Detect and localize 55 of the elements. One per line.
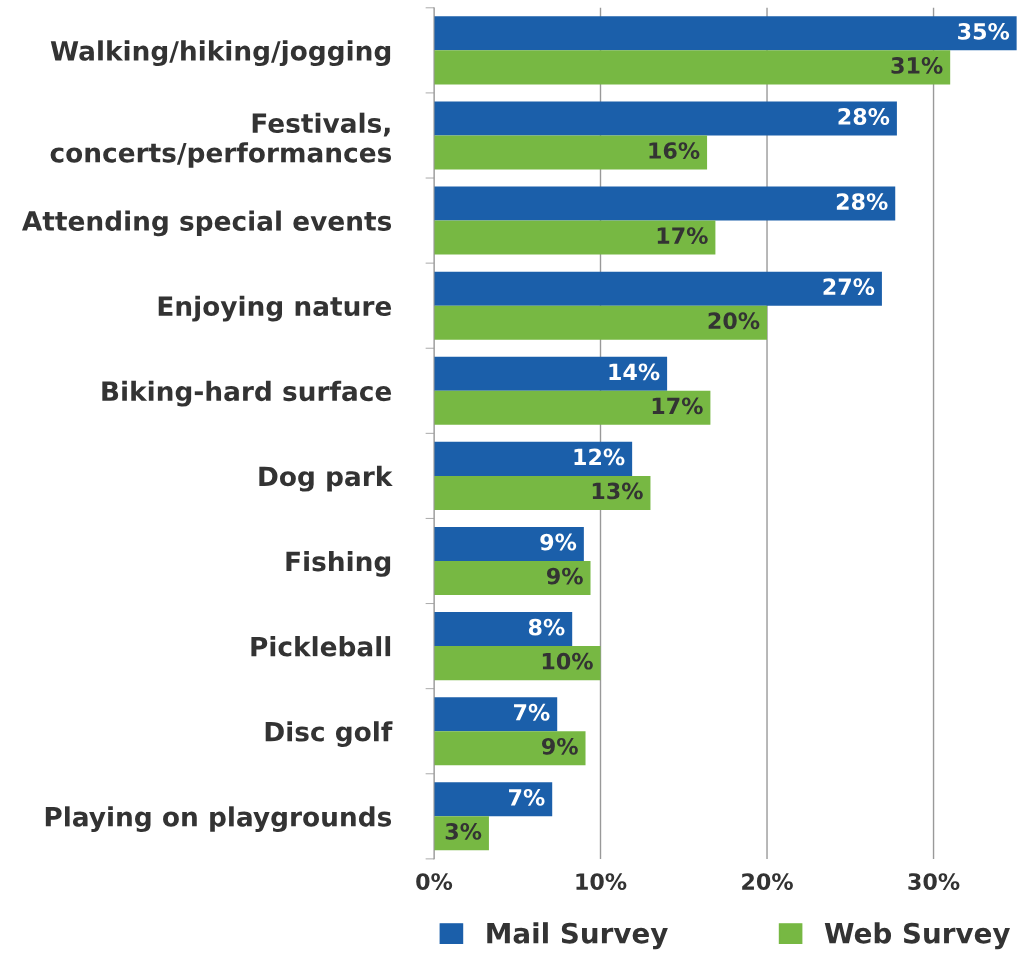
data-label: 10% — [542, 652, 593, 670]
data-label: 9% — [546, 567, 583, 585]
bar — [433, 731, 586, 766]
bar — [433, 612, 573, 647]
data-label: 7% — [514, 703, 550, 721]
y-tick-label: Walking/hiking/jogging — [50, 40, 391, 67]
bar — [433, 697, 558, 732]
bar — [433, 561, 591, 596]
data-label: 16% — [649, 142, 700, 159]
x-tick-label: 10% — [576, 873, 627, 890]
bar — [433, 356, 668, 391]
bar — [433, 101, 897, 136]
data-label: 31% — [891, 57, 943, 74]
y-tick-label: Dog park — [259, 465, 393, 492]
bar — [433, 305, 768, 340]
data-label: 28% — [838, 108, 890, 125]
data-label: 35% — [958, 22, 1010, 40]
data-label: 28% — [836, 193, 888, 210]
bar — [433, 441, 633, 476]
data-label: 3% — [445, 822, 482, 840]
bar — [433, 16, 1017, 51]
y-tick-label: Attending special events — [21, 210, 392, 237]
bar — [433, 646, 601, 681]
data-label: 27% — [823, 278, 875, 296]
data-label: 17% — [657, 227, 708, 245]
bar — [433, 186, 896, 221]
x-tick-label: 0% — [416, 873, 453, 890]
bar — [433, 782, 553, 817]
legend-label: Mail Survey — [487, 922, 668, 950]
data-label: 7% — [509, 788, 545, 806]
x-tick-label: 30% — [908, 873, 960, 890]
data-label: 12% — [574, 448, 625, 466]
bar — [433, 220, 716, 255]
y-tick-label: Festivals, concerts/performances — [50, 112, 392, 168]
data-label: 9% — [541, 737, 578, 755]
data-label: 9% — [540, 533, 577, 551]
data-label: 20% — [708, 312, 760, 330]
data-label: 17% — [652, 397, 703, 415]
bar — [433, 475, 651, 510]
legend-label: Web Survey — [824, 922, 1010, 950]
data-label: 8% — [528, 618, 565, 636]
bar — [433, 390, 711, 425]
y-tick-label: Biking-hard surface — [102, 380, 392, 407]
y-tick-label: Pickleball — [251, 636, 391, 657]
bar — [433, 526, 584, 561]
data-label: 13% — [592, 482, 643, 500]
bar — [433, 135, 708, 170]
y-tick-label: Fishing — [286, 550, 391, 577]
data-label: 14% — [609, 363, 660, 381]
bar — [433, 50, 951, 85]
y-tick-label: Enjoying nature — [158, 295, 392, 322]
y-tick-label: Playing on playgrounds — [45, 806, 392, 833]
y-tick-label: Disc golf — [265, 721, 393, 747]
bar — [433, 271, 882, 306]
x-tick-label: 20% — [742, 873, 793, 890]
